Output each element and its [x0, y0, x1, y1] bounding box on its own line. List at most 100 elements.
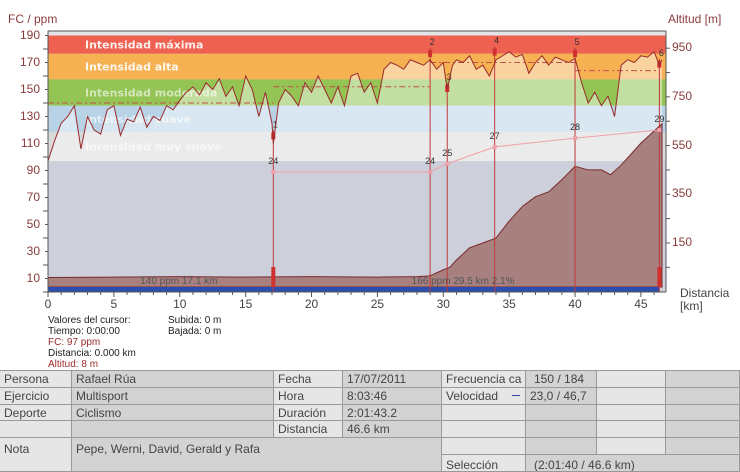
lap-point	[428, 169, 433, 174]
zone-label: Intensidad moderada	[85, 87, 217, 100]
zone-label: Intensidad suave	[85, 113, 191, 126]
cursor-altitude: Altitud: 8 m	[48, 359, 99, 370]
cursor-handle	[657, 267, 662, 287]
left-tick-label: 190	[19, 27, 40, 42]
lap-marker-label: 2	[430, 37, 435, 47]
vel-label: Velocidad	[442, 388, 526, 405]
persona-value[interactable]: Rafael Rúa	[72, 371, 274, 388]
right-tick-label: 950	[672, 40, 693, 55]
nota-label: Nota	[0, 438, 72, 472]
persona-label: Persona	[0, 371, 72, 388]
empty-cell	[0, 421, 72, 438]
lap-point-label: 28	[570, 122, 580, 132]
empty-cell	[597, 421, 666, 438]
cursor-ascent: Subida: 0 m	[168, 315, 222, 326]
deporte-label: Deporte	[0, 405, 72, 421]
zone-band	[48, 105, 666, 133]
hr-line	[47, 50, 663, 162]
deporte-value[interactable]: Ciclismo	[72, 405, 274, 421]
lap-marker-handle	[573, 49, 578, 57]
duracion-value: 2:01:43.2	[343, 405, 442, 421]
lap-point-label: 29	[654, 114, 664, 124]
x-tick-label: 20	[304, 297, 319, 311]
cursor-descent: Bajada: 0 m	[168, 326, 222, 337]
hora-value: 8:03:46	[343, 388, 442, 405]
lap-point	[445, 161, 450, 166]
x-axis-unit: [km]	[680, 299, 703, 313]
lap-points-line	[273, 129, 660, 173]
cursor-ascent-descent: Subida: 0 m Bajada: 0 m	[168, 315, 221, 337]
cursor-title: Valores del cursor:	[48, 315, 131, 326]
lap-marker-handle	[428, 49, 433, 57]
zone-label: Intensidad máxima	[85, 39, 203, 52]
cursor-distance: Distancia: 0.000 km	[48, 348, 136, 359]
cursor-values: Valores del cursor: Tiempo: 0:00:00 FC: …	[48, 315, 136, 370]
right-tick-label: 350	[672, 186, 693, 201]
lap-marker-label: 4	[494, 36, 499, 46]
empty-cell	[72, 421, 274, 438]
seleccion-value: (2:01:40 / 46.6 km)	[526, 455, 740, 472]
x-tick-label: 10	[173, 297, 187, 311]
right-axis-label: Altitud [m]	[668, 12, 722, 26]
x-tick-label: 40	[568, 297, 582, 311]
x-tick-label: 0	[44, 297, 52, 311]
left-tick-label: 90	[26, 162, 40, 177]
lap-point-label: 24	[268, 156, 278, 166]
empty-cell	[597, 438, 666, 455]
left-tick-label: 130	[19, 108, 40, 123]
left-tick-label: 50	[26, 216, 40, 231]
x-axis-label: Distancia [km]	[680, 287, 729, 313]
lap-marker-label: 3	[447, 72, 452, 82]
empty-cell	[442, 421, 526, 438]
fecha-label: Fecha	[274, 371, 343, 388]
distancia-label: Distancia	[274, 421, 343, 438]
zone-label: Intensidad muy suave	[85, 141, 222, 154]
duracion-label: Duración	[274, 405, 343, 421]
x-axis-label-text: Distancia	[680, 286, 730, 300]
left-tick-label: 70	[26, 189, 40, 204]
left-tick-label: 170	[19, 54, 40, 69]
lap-point-label: 24	[425, 156, 435, 166]
empty-cell	[526, 421, 597, 438]
empty-cell	[666, 388, 740, 405]
zone-band	[48, 132, 666, 162]
empty-cell	[442, 438, 526, 455]
lap-point	[492, 144, 497, 149]
vel-value: 23,0 / 46,7	[526, 388, 597, 405]
x-tick-label: 35	[502, 297, 516, 311]
lap-point-label: 27	[490, 131, 500, 141]
lap-point	[657, 128, 662, 132]
empty-cell	[666, 438, 740, 455]
left-tick-label: 150	[19, 81, 40, 96]
left-tick-label: 30	[26, 243, 40, 258]
cursor-time: Tiempo: 0:00:00	[48, 326, 120, 337]
zone-label: Intensidad alta	[85, 61, 179, 74]
empty-cell	[597, 388, 666, 405]
fc-value: 150 / 184	[526, 371, 597, 388]
chart-annotation: 166 ppm 29.5 km 2.1%	[412, 276, 515, 287]
empty-cell	[597, 371, 666, 388]
right-tick-label: 750	[672, 88, 693, 103]
lap-point	[271, 169, 276, 174]
fecha-value: 17/07/2011	[343, 371, 442, 388]
hr-altitude-chart[interactable]: Intensidad máxima Intensidad alta Intensid…	[0, 0, 740, 310]
seleccion-label: Selección	[442, 455, 526, 472]
ejercicio-value[interactable]: Multisport	[72, 388, 274, 405]
hr-area	[48, 51, 662, 162]
x-tick-label: 25	[370, 297, 385, 311]
session-info-table: Persona Rafael Rúa Fecha 17/07/2011 Frec…	[0, 370, 740, 472]
speed-legend-line-icon	[512, 395, 520, 396]
right-tick-label: 550	[672, 137, 693, 152]
cursor-handle	[271, 267, 276, 287]
lap-point	[573, 136, 578, 141]
left-axis-label: FC / ppm	[8, 12, 58, 26]
vel-label-text: Velocidad	[446, 389, 499, 403]
empty-cell	[597, 405, 666, 421]
zone-band	[48, 79, 666, 106]
nota-value[interactable]: Pepe, Werni, David, Gerald y Rafa	[72, 438, 442, 472]
empty-cell	[666, 421, 740, 438]
x-tick-label: 15	[238, 297, 253, 311]
empty-cell	[526, 405, 597, 421]
empty-cell	[526, 438, 597, 455]
chart-annotation: 140 ppm 17.1 km	[140, 276, 217, 287]
